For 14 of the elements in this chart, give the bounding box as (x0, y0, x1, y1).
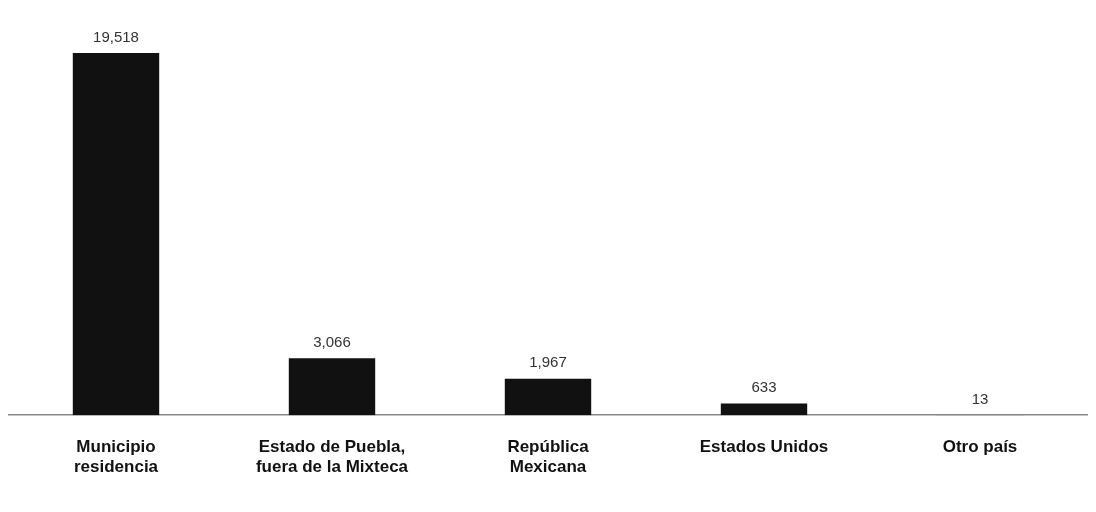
bar (72, 52, 160, 416)
bar (504, 378, 592, 416)
x-tick-label: Otro país (942, 437, 1018, 457)
data-label: 13 (971, 389, 989, 407)
x-tick-label: Estados Unidos (699, 437, 829, 457)
data-label: 1,967 (529, 353, 567, 371)
data-label: 633 (751, 378, 777, 396)
data-label: 3,066 (313, 332, 351, 350)
data-label: 19,518 (93, 27, 139, 45)
x-tick-label: Estado de Puebla, fuera de la Mixteca (255, 437, 409, 477)
x-tick-label: Municipio residencia (73, 437, 159, 477)
bar (288, 358, 376, 416)
x-tick-label: República Mexicana (507, 437, 590, 477)
bar (720, 403, 808, 416)
